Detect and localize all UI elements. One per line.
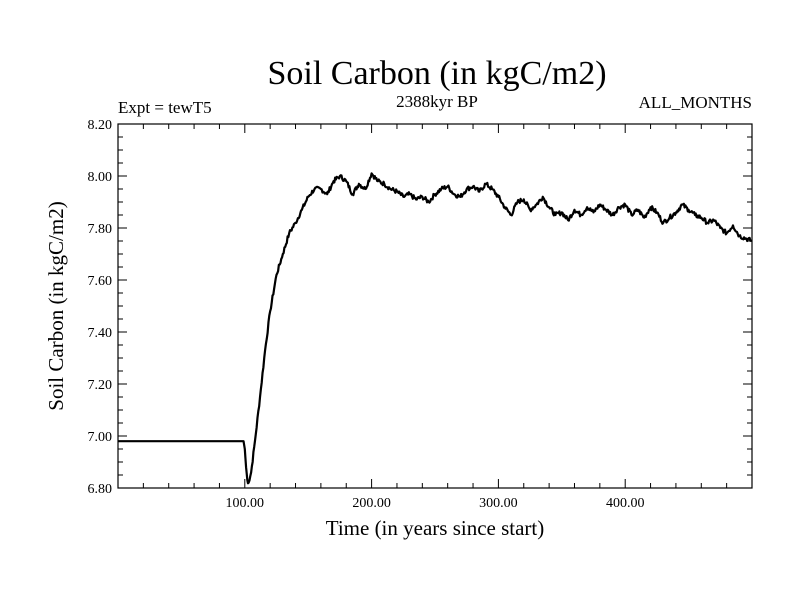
y-tick-label: 8.00	[88, 170, 113, 185]
y-tick-label: 7.60	[88, 274, 113, 289]
y-tick-label: 7.20	[88, 378, 113, 393]
y-axis-ticks: 6.80 7.00 7.20 7.40 7.60 7.80 8.00 8.20	[88, 118, 752, 497]
x-tick-label: 400.00	[606, 496, 645, 511]
y-tick-label: 7.40	[88, 326, 113, 341]
experiment-label: Expt = tewT5	[118, 98, 212, 117]
y-tick-label: 7.00	[88, 430, 113, 445]
x-axis-ticks: 100.00 200.00 300.00 400.00	[142, 124, 728, 511]
series-line-soil-carbon	[118, 172, 753, 485]
x-tick-label: 200.00	[352, 496, 391, 511]
chart-title: Soil Carbon (in kgC/m2)	[267, 55, 606, 92]
plot-frame	[117, 123, 753, 489]
y-axis-label: Soil Carbon (in kgC/m2)	[44, 201, 68, 410]
period-label: 2388kyr BP	[396, 92, 478, 111]
x-tick-label: 100.00	[226, 496, 265, 511]
y-tick-label: 6.80	[88, 482, 113, 497]
months-label: ALL_MONTHS	[639, 93, 752, 112]
x-tick-label: 300.00	[479, 496, 518, 511]
y-tick-label: 8.20	[88, 118, 113, 133]
x-axis-label: Time (in years since start)	[326, 516, 545, 540]
y-tick-label: 7.80	[88, 222, 113, 237]
